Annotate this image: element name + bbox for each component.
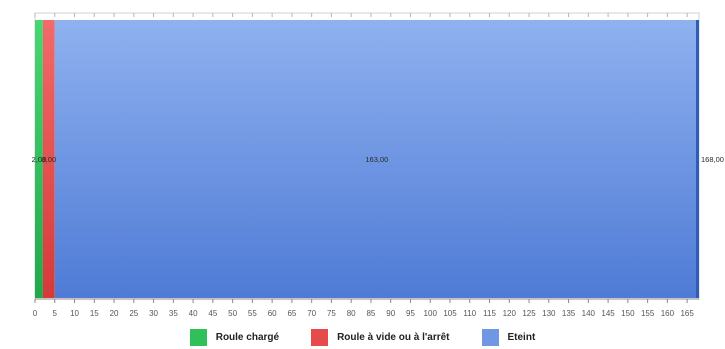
x-tick-label: 130 xyxy=(542,309,556,318)
bar-segment-roule-a-vide-ou-a-l-arret xyxy=(42,20,55,298)
x-tick-label: 165 xyxy=(680,309,694,318)
x-tick-label: 105 xyxy=(443,309,457,318)
x-tick-label: 40 xyxy=(189,309,198,318)
legend-swatch-roule-charge xyxy=(189,328,207,346)
x-tick-label: 45 xyxy=(208,309,217,318)
x-tick-label: 120 xyxy=(503,309,517,318)
x-tick-label: 100 xyxy=(424,309,438,318)
x-tick-label: 145 xyxy=(601,309,615,318)
x-tick-label: 75 xyxy=(327,309,336,318)
x-tick-label: 0 xyxy=(33,309,38,318)
x-tick-label: 70 xyxy=(307,309,316,318)
bar-data-label-roule-charge: 2,00 xyxy=(32,155,47,164)
x-tick-label: 115 xyxy=(483,309,496,318)
x-tick-label: 35 xyxy=(169,309,178,318)
legend-item-roule-a-vide: Roule à vide ou à l'arrêt xyxy=(311,328,450,346)
x-tick-label: 65 xyxy=(287,309,296,318)
x-tick-label: 55 xyxy=(248,309,257,318)
legend: Roule chargé Roule à vide ou à l'arrêt E… xyxy=(0,326,725,348)
x-tick-label: 60 xyxy=(268,309,277,318)
legend-swatch-roule-a-vide xyxy=(311,328,329,346)
legend-label-roule-charge: Roule chargé xyxy=(215,331,280,343)
bar-end-edge xyxy=(696,20,699,298)
bar-total-label: 168,00 xyxy=(701,155,724,164)
legend-label-eteint: Eteint xyxy=(507,331,536,343)
x-tick-label: 95 xyxy=(406,309,415,318)
x-axis-ticks: 0 5 10 15 20 25 30 35 40 45 50 55 60 65 70 75 80 85 90 95 10… xyxy=(33,299,694,318)
x-tick-label: 10 xyxy=(70,309,79,318)
x-tick-label: 135 xyxy=(562,309,576,318)
x-tick-label: 85 xyxy=(366,309,375,318)
bar-segments xyxy=(35,20,700,298)
x-tick-label: 155 xyxy=(641,309,655,318)
legend-swatch-eteint xyxy=(481,328,499,346)
x-tick-label: 50 xyxy=(228,309,237,318)
x-tick-label: 110 xyxy=(463,309,476,318)
legend-item-roule-charge: Roule chargé xyxy=(189,328,280,346)
x-tick-label: 5 xyxy=(53,309,58,318)
bar-segment-eteint xyxy=(54,20,700,298)
legend-item-eteint: Eteint xyxy=(481,328,536,346)
bar-segment-roule-charge xyxy=(35,20,43,298)
x-tick-label: 160 xyxy=(661,309,675,318)
x-tick-label: 150 xyxy=(621,309,635,318)
x-tick-label: 15 xyxy=(90,309,99,318)
x-tick-label: 140 xyxy=(582,309,596,318)
bar-data-label-eteint: 163,00 xyxy=(365,155,388,164)
x-tick-label: 25 xyxy=(129,309,138,318)
bar-data-labels: 2,003,00 163,00 168,00 xyxy=(32,155,724,164)
x-tick-label: 30 xyxy=(149,309,158,318)
legend-label-roule-a-vide: Roule à vide ou à l'arrêt xyxy=(337,331,450,343)
x-tick-label: 125 xyxy=(522,309,536,318)
x-tick-label: 80 xyxy=(347,309,356,318)
bar-data-label-roule-a-vide-ou-a-l-arret: 3,00 xyxy=(42,155,57,164)
x-tick-label: 90 xyxy=(386,309,395,318)
top-tick-marks xyxy=(34,13,688,17)
x-tick-label: 20 xyxy=(110,309,119,318)
